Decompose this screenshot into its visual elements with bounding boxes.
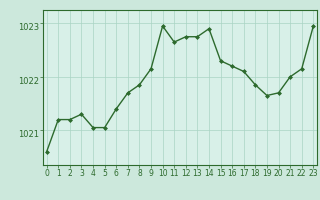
Text: Graphe pression niveau de la mer (hPa): Graphe pression niveau de la mer (hPa) — [48, 184, 272, 194]
